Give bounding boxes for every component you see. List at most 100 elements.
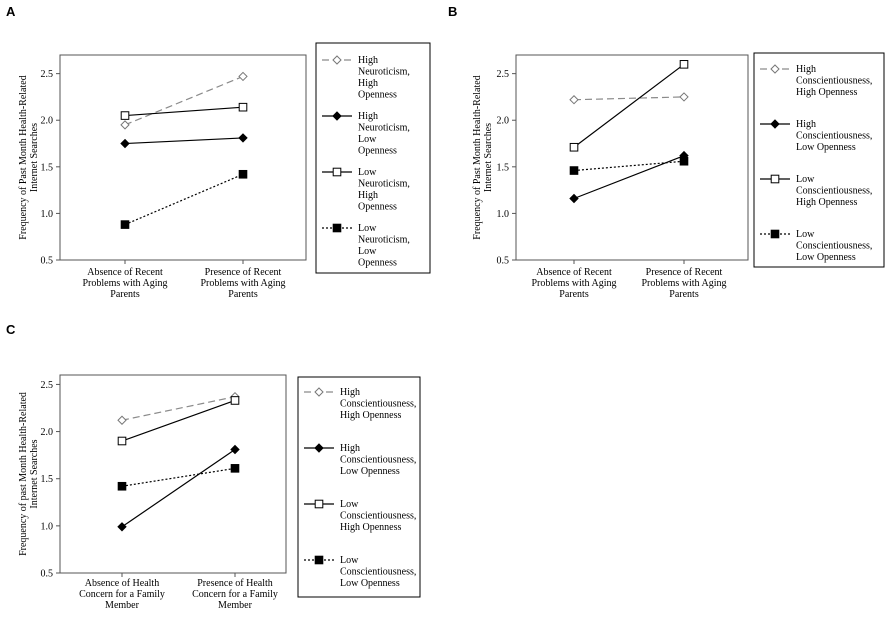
panel-b-legend-swatch-marker [770,119,780,129]
panel-b-y-tick-label: 0.5 [497,256,510,267]
panel-b-legend-label: High [796,119,816,130]
panel-a-series-line-3 [124,106,244,117]
panel-a-legend-label: Low [358,134,377,145]
panel-a-x-category-label: Parents [228,289,258,300]
panel-c-x-category-label: Concern for a Family [192,589,278,600]
panel-b-x-category-label: Problems with Aging [641,278,726,289]
panel-c-legend-label: Conscientiousness, [340,399,416,410]
panel-c-legend-swatch-marker [314,555,324,565]
panel-a-data-point [120,120,130,130]
panel-a-x-category-label: Absence of Recent [87,267,163,278]
panel-b-data-point [679,156,689,166]
panel-a-legend-label: Neuroticism, [358,179,410,190]
panel-b-y-tick-label: 1.5 [497,162,510,173]
panel-a-x-category-label: Parents [110,289,140,300]
panel-b-legend-label: Conscientiousness, [796,186,872,197]
panel-a-y-tick-label: 1.0 [41,209,54,220]
panel-a-y-tick-label: 1.5 [41,162,54,173]
panel-b-y-tick-label: 1.0 [497,209,510,220]
panel-c-legend-label: High Openness [340,522,401,533]
panel-a-legend-label: High [358,78,378,89]
panel-c-y-tick-label: 0.5 [41,569,54,580]
panel-c-y-tick-label: 1.0 [41,521,54,532]
panel-a-x-category-label: Presence of Recent [205,267,282,278]
panel-b-legend-swatch-marker [770,64,780,74]
panel-a-legend-box [315,42,431,274]
panel-b-legend-label: Low [796,174,815,185]
panel-a-legend-swatch-marker [332,55,342,65]
panel-b-series-line-4 [573,160,685,172]
panel-c-y-tick-label: 1.5 [41,474,54,485]
panel-a-letter: A [6,4,16,19]
panel-b-legend-label: Conscientiousness, [796,76,872,87]
panel-a-y-axis-label: Frequency of Past Month Health-Related [18,75,29,239]
panel-c-data-point [230,464,240,473]
panel-a-data-point [238,169,248,179]
panel-a-legend-label: Low [358,167,377,178]
panel-b-legend-label: High Openness [796,87,857,98]
panel-b-legend-swatch-marker [770,229,780,239]
panel-a-y-tick-label: 2.5 [41,69,54,80]
panel-b-legend-label: Conscientiousness, [796,131,872,142]
panel-b-y-tick-label: 2.5 [497,69,510,80]
panel-c-x-category-label: Presence of Health [197,578,273,589]
panel-a-legend-swatch-marker [332,223,342,233]
panel-a-legend-label: Openness [358,90,397,101]
panel-a-legend-swatch-marker [332,167,342,177]
panel-a-legend-label: Neuroticism, [358,235,410,246]
panel-a-legend-label: Neuroticism, [358,67,410,78]
panel-c-legend-label: Low [340,499,359,510]
panel-c-legend-label: Conscientiousness, [340,567,416,578]
panel-a-series-line-2 [124,137,244,145]
panel-c-legend-label: Low [340,555,359,566]
panel-b-data-point [569,166,579,175]
panel-b-series-line-1 [573,96,685,101]
panel-a-y-tick-label: 0.5 [41,256,54,267]
panel-b-data-point [569,95,579,105]
panel-a-legend-label: Openness [358,202,397,213]
panel-a-legend-label: High [358,111,378,122]
panel-c-x-category-label: Absence of Health [85,578,159,589]
panel-c-legend-label: High Openness [340,410,401,421]
panel-a-series-line-1 [124,75,244,126]
panel-b-data-point [569,193,579,204]
panel-a-data-point [238,133,248,143]
panel-b-legend-label: Low Openness [796,142,856,153]
panel-b-y-tick-label: 2.0 [497,116,510,127]
panel-c-y-axis-label: Internet Searches [29,439,40,508]
panel-a-y-tick-label: 2.0 [41,116,54,127]
panel-c-y-tick-label: 2.0 [41,427,54,438]
panel-a-series-line-4 [124,173,244,226]
panel-b-legend-swatch-marker [770,174,780,184]
panel-c-series-line-3 [121,399,236,442]
panel-c-data-point [230,444,240,455]
panel-b-x-category-label: Parents [669,289,699,300]
panel-a-x-category-label: Problems with Aging [82,278,167,289]
panel-b-data-point [679,60,689,69]
panel-c-legend-label: Conscientiousness, [340,455,416,466]
panel-c-data-point [117,415,127,425]
panel-b-legend-label: Low [796,229,815,240]
panel-c-data-point [117,481,127,491]
panel-b-letter: B [448,4,458,19]
panel-c-series-line-4 [121,467,236,487]
panel-c-legend-label: Low Openness [340,578,400,589]
panel-b-legend-label: High Openness [796,197,857,208]
panel-c-legend-label: High [340,387,360,398]
panel-c-series-line-2 [121,448,236,528]
panel-c-legend-swatch-marker [314,387,324,397]
panel-c-x-category-label: Member [105,600,140,611]
panel-c-x-category-label: Member [218,600,253,611]
panel-b-plot-frame [515,54,749,261]
panel-b-data-point [679,92,689,102]
panel-b-x-category-label: Problems with Aging [531,278,616,289]
panel-a-data-point [238,102,248,112]
panel-b-series-line-2 [573,155,685,200]
panel-a-legend-label: Openness [358,146,397,157]
panel-b-x-category-label: Absence of Recent [536,267,612,278]
panel-c-data-point [117,522,127,532]
panel-b-data-point [569,142,579,152]
panel-c-plot-frame [59,374,287,574]
panel-b-legend-label: Conscientiousness, [796,241,872,252]
